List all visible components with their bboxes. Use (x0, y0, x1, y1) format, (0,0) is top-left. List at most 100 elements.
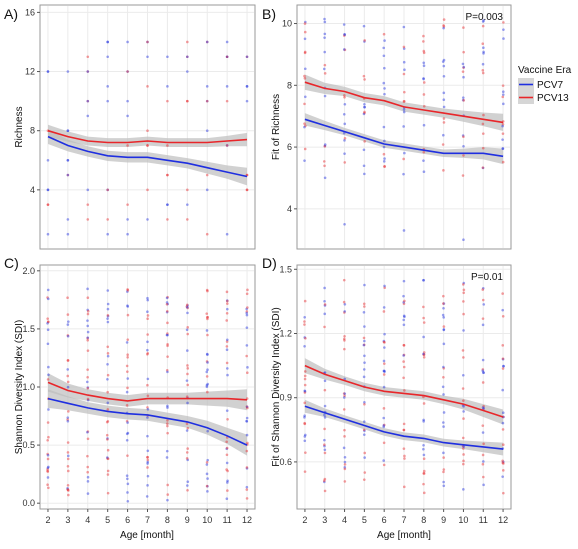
panel-b-data-point (402, 172, 405, 176)
panel-c-lines (47, 381, 248, 446)
panel-c-data-point (185, 303, 189, 307)
panel-b-data-point (342, 34, 346, 37)
panel-b-data-point (481, 62, 485, 66)
panel-a-data-point (205, 129, 209, 132)
panel-c-data-point (245, 466, 249, 469)
panel-a-data-point (205, 99, 209, 103)
panel-d-data-point (481, 424, 485, 427)
panel-d-data-point (383, 286, 386, 290)
panel-c-data-point (146, 462, 149, 465)
panel-d-x-tick-label: 7 (401, 515, 406, 525)
panel-b-fit-pcv13 (304, 81, 504, 124)
panel-a-data-point (46, 158, 50, 162)
panel-c-x-tick-label: 8 (165, 515, 170, 525)
panel-d-data-point (442, 470, 445, 474)
panel-c-data-point (126, 386, 129, 390)
panel-d-data-point (323, 427, 326, 431)
panel-c-data-point (225, 311, 229, 315)
panel-b-data-point (442, 74, 446, 78)
panel-c-data-point (46, 296, 49, 299)
panel-c-data-point (205, 463, 209, 466)
panel-b-data-point (422, 49, 426, 53)
panel-c-data-point (146, 458, 150, 462)
panel-a-data-point (126, 70, 129, 73)
panel-c-data-point (186, 372, 189, 376)
panel-d-data-point (422, 447, 425, 451)
panel-b-data-point (303, 51, 307, 55)
panel-c-data-point (166, 493, 170, 496)
panel-b-data-point (461, 134, 465, 137)
panel-a-data-point (126, 40, 129, 44)
panel-a-data-point (186, 99, 189, 103)
panel-c-data-point (245, 467, 249, 470)
panel-c-data-point (146, 406, 149, 409)
panel-c-x-tick-label: 5 (105, 515, 110, 525)
panel-d-x-tick-label: 3 (322, 515, 327, 525)
panel-c-data-point (146, 416, 149, 419)
panel-c-data-point (46, 421, 50, 424)
panel-d-p-value: P=0.01 (471, 272, 503, 283)
panel-b-data-point (343, 33, 347, 37)
panel-b-data-point (461, 70, 465, 73)
panel-d-data-point (303, 374, 307, 378)
panel-d-data-point (363, 456, 366, 459)
panel-d-data-point (422, 482, 425, 486)
panel-c-data-point (245, 326, 249, 329)
panel-c-data-point (126, 377, 130, 380)
panel-b-y-ticks: 4 6 8 10 (282, 19, 297, 214)
panel-d-data-point (462, 445, 466, 448)
panel-b-data-point (382, 81, 386, 85)
panel-b-data-point (422, 93, 426, 96)
panel-d-data-point (422, 351, 426, 354)
panel-b-data-point (501, 147, 505, 150)
panel-c-data-point (146, 340, 149, 344)
panel-c-data-point (106, 352, 110, 355)
panel-d-data-point (383, 346, 386, 349)
panel-b-data-point (422, 40, 425, 43)
panel-d-data-point (402, 279, 406, 283)
panel-c-data-point (186, 326, 190, 329)
panel-c-data-point (86, 309, 90, 313)
panel-b-data-point (442, 105, 446, 109)
panel-b-data-point (442, 133, 445, 137)
panel-b-data-point (342, 131, 346, 135)
panel-b-data-point (461, 62, 465, 66)
panel-c-data-point (86, 287, 89, 291)
panel-d-data-point (343, 311, 346, 314)
panel-d-data-point (402, 365, 406, 369)
panel-c-data-point (106, 438, 109, 441)
panel-a-y-label: Richness (14, 106, 25, 147)
panel-d-data-point (462, 281, 466, 285)
panel-d-data-point (382, 441, 386, 445)
panel-a-data-point (146, 144, 149, 147)
panel-c-data-point (225, 446, 229, 450)
panel-b-data-point (363, 111, 366, 115)
panel-d-data-point (442, 328, 446, 332)
panel-b-data-point (342, 112, 346, 116)
panel-a-data-point (86, 99, 90, 103)
panel-b-data-point (501, 93, 505, 96)
panel-c-data-point (165, 301, 169, 304)
panel-a-data-point (106, 188, 109, 192)
panel-d-data-point (343, 394, 346, 398)
panel-d-data-point (382, 424, 386, 427)
panel-d-data-point (343, 455, 347, 459)
panel-b-data-point (442, 98, 446, 101)
panel-d-data-point (422, 278, 425, 282)
panel-d-data-point (501, 469, 505, 472)
panel-d-data-point (362, 343, 366, 347)
panel-a-data-point (106, 55, 109, 59)
panel-c-data-point (126, 499, 130, 503)
panel-a-data-point (205, 85, 209, 88)
panel-c-data-point (186, 488, 189, 492)
panel-b-data-point (403, 90, 406, 94)
panel-c-data-point (146, 394, 150, 398)
panel-b-data-point (362, 164, 366, 168)
panel-b-data-point (363, 105, 366, 109)
panel-a-data-point (225, 232, 229, 236)
panel-d-data-point (362, 343, 366, 347)
panel-b-data-point (323, 176, 327, 180)
panel-d-data-point (323, 416, 327, 419)
panel-c-data-point (106, 314, 110, 317)
panel-b-data-point (343, 139, 346, 142)
